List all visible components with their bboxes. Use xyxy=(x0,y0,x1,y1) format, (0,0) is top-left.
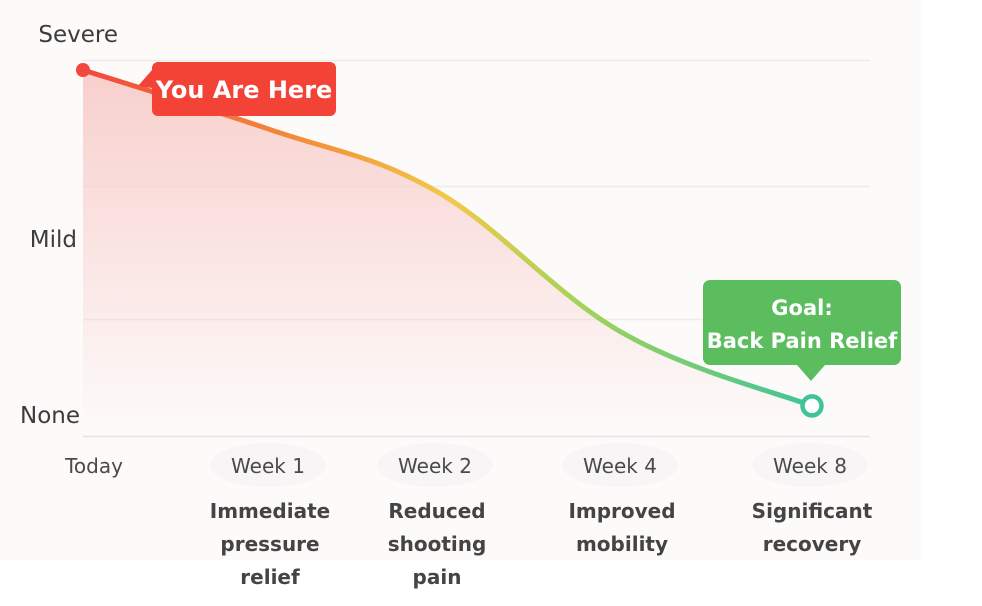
x-axis: Today Week 1 Immediate pressure relief Week 2… xyxy=(64,443,873,589)
x-tick-description: pressure xyxy=(220,532,319,556)
x-tick-description: mobility xyxy=(576,532,668,556)
goal-label: Goal: xyxy=(771,296,832,320)
you-are-here-label: You Are Here xyxy=(155,76,333,104)
area-fill xyxy=(83,70,812,436)
x-tick-label: Today xyxy=(64,454,123,478)
goal-pointer xyxy=(797,365,825,381)
goal-point xyxy=(800,394,824,418)
x-tick-description: Immediate xyxy=(210,499,330,523)
x-tick-bubble xyxy=(377,443,493,487)
you-are-here-pointer xyxy=(138,70,152,88)
x-tick-description: Significant xyxy=(752,499,873,523)
x-tick-description: recovery xyxy=(763,532,862,556)
x-tick-bubble xyxy=(210,443,326,487)
markers xyxy=(76,63,824,418)
x-tick-description: shooting xyxy=(388,532,487,556)
goal-callout xyxy=(703,280,901,365)
x-tick-label: Week 4 xyxy=(583,454,657,478)
start-point xyxy=(76,63,90,77)
x-tick-bubble xyxy=(562,443,678,487)
x-tick-label: Week 8 xyxy=(773,454,847,478)
goal-label: Back Pain Relief xyxy=(707,329,898,353)
x-tick-description: Improved xyxy=(568,499,675,523)
x-tick-bubble xyxy=(752,443,868,487)
x-tick-description: pain xyxy=(413,565,462,589)
callouts: You Are Here Goal: Back Pain Relief xyxy=(138,62,901,381)
y-axis: Severe Mild None xyxy=(20,22,118,429)
y-tick-label: Mild xyxy=(30,227,77,253)
x-tick-description: Reduced xyxy=(388,499,485,523)
x-tick-label: Week 2 xyxy=(398,454,472,478)
y-tick-label: Severe xyxy=(38,22,118,48)
x-tick-label: Week 1 xyxy=(231,454,305,478)
y-tick-label: None xyxy=(20,403,80,429)
you-are-here-callout xyxy=(152,62,336,116)
x-tick-description: relief xyxy=(240,565,300,589)
